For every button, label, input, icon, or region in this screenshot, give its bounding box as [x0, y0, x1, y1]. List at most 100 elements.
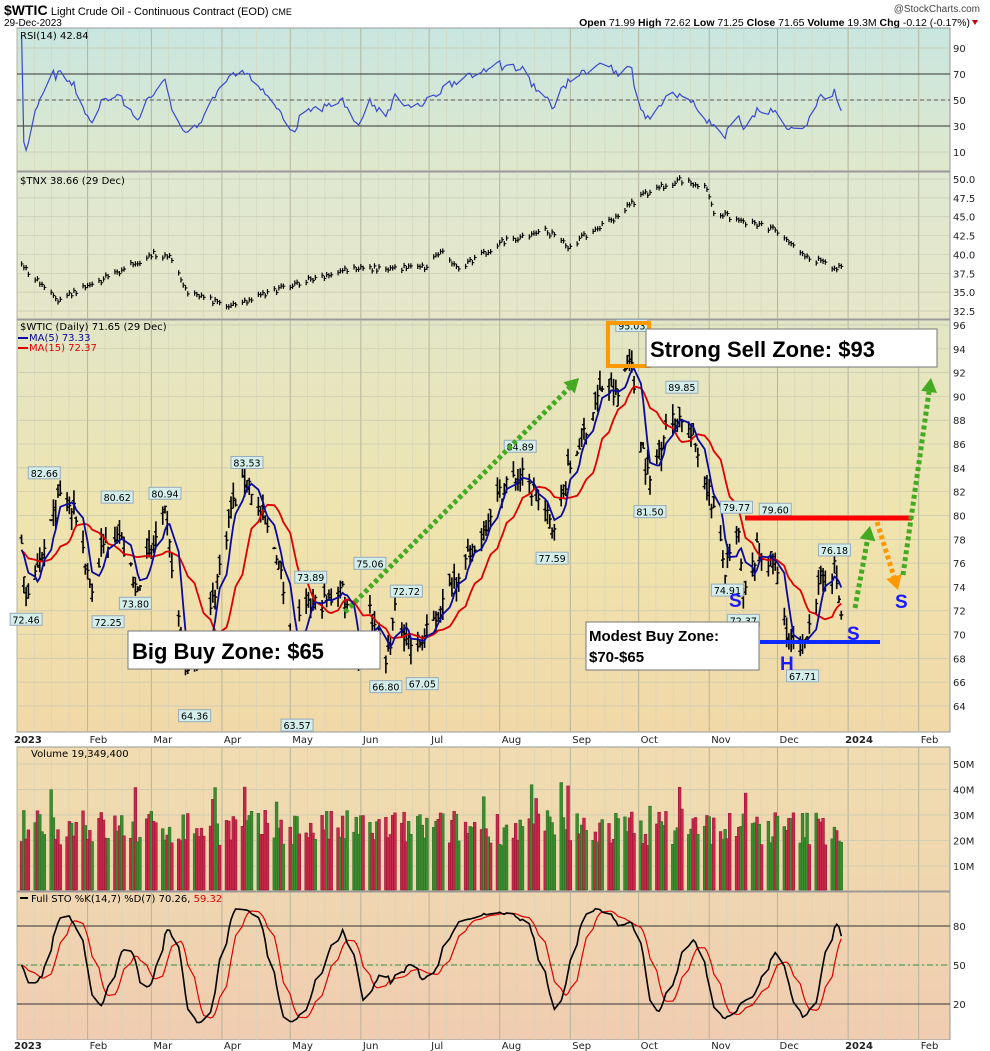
x-axis-tick-label: Sep: [572, 735, 591, 746]
price-label: 79.77: [723, 503, 750, 514]
price-label-box: [665, 380, 699, 394]
rsi-tick-label: 70: [953, 70, 966, 81]
price-chart: 72.46 82.66 72.25 80.62 73.80 80.94 64.36 83.53…: [9, 319, 851, 732]
rsi-chart: [17, 34, 950, 153]
volume-bar: [775, 815, 780, 891]
x-axis-tick-label: Feb: [921, 1041, 939, 1051]
x-axis-tick-label: May: [292, 735, 313, 746]
price-tick-label: 70: [953, 631, 966, 642]
volume-bar: [696, 834, 700, 891]
x-axis-tick-label: Aug: [502, 1041, 522, 1051]
instrument-name: Light Crude Oil - Continuous Contract (E…: [51, 6, 269, 18]
price-label: 80.94: [151, 489, 178, 500]
volume-bar: [133, 787, 138, 891]
x-axis-tick-label: Sep: [572, 1041, 591, 1051]
price-label: 72.72: [393, 587, 420, 598]
projected-pullback-arrow-head: [886, 574, 902, 590]
left-shoulder-label: S: [729, 591, 742, 612]
price-label-box: [100, 490, 134, 504]
x-axis-tick-label: 2023: [14, 1041, 42, 1051]
head-label: H: [780, 654, 794, 675]
watermark: @StockCharts.com: [894, 4, 980, 15]
price-label-box: [353, 556, 387, 570]
volume-bar: [233, 819, 238, 891]
rsi-tick-label: 30: [953, 122, 966, 133]
volume-bar: [297, 833, 301, 891]
x-axis-tick-label: Nov: [711, 1041, 731, 1051]
price-label: 83.53: [233, 458, 260, 469]
x-axis-tick-label: 2024: [845, 735, 873, 746]
x-axis-tick-label: Jul: [430, 735, 443, 746]
volume-tick-label: 50M: [953, 760, 974, 771]
tnx-chart: [20, 175, 844, 310]
sto-tick-label: 20: [953, 1000, 966, 1011]
price-label: 81.50: [636, 508, 663, 519]
x-axis-tick-label: Apr: [224, 735, 242, 746]
down-triangle-icon: [972, 20, 978, 25]
quote-summary: Open 71.99 High 72.62 Low 71.25 Close 71…: [579, 17, 970, 29]
tnx-tick-label: 37.5: [953, 269, 975, 280]
chart-date: 29-Dec-2023: [4, 18, 62, 29]
volume-tick-label: 20M: [953, 837, 974, 848]
volume-bar: [281, 843, 286, 891]
price-tick-label: 90: [953, 392, 966, 403]
x-axis-tick-label: May: [292, 1041, 313, 1051]
volume-bar: [377, 819, 381, 891]
volume-bar: [345, 810, 349, 891]
price-label-box: [9, 612, 43, 626]
price-label-box: [369, 680, 403, 694]
ma15-legend: MA(15) 72.37: [29, 343, 97, 354]
volume-bar: [823, 844, 827, 891]
volume-bar: [329, 810, 333, 891]
tnx-tick-label: 40.0: [953, 250, 975, 261]
volume-bar: [154, 822, 158, 891]
volume-bar: [26, 829, 31, 891]
price-label-box: [389, 584, 423, 598]
price-tick-label: 72: [953, 607, 966, 618]
price-label-box: [148, 486, 182, 500]
price-label-box: [786, 669, 820, 683]
volume-bar: [712, 817, 716, 891]
volume-tick-label: 10M: [953, 862, 974, 873]
chart-header: $WTIC Light Crude Oil - Continuous Contr…: [4, 2, 980, 29]
price-tick-label: 92: [953, 369, 966, 380]
sell-zone-label: Strong Sell Zone: $93: [650, 337, 875, 362]
price-label: 76.18: [821, 546, 848, 557]
modest-buy-zone-range: $70-$65: [589, 649, 644, 666]
volume-bar: [186, 813, 190, 891]
price-label: 77.59: [538, 554, 565, 565]
volume-bar: [536, 813, 541, 891]
x-axis-tick-label: 2023: [14, 735, 42, 746]
right-shoulder-label: S: [847, 624, 860, 645]
projected-pullback-arrow: [874, 521, 897, 578]
rsi-tick-label: 10: [953, 148, 966, 159]
tnx-tick-label: 32.5: [953, 307, 975, 318]
x-axis-tick-label: Apr: [224, 1041, 242, 1051]
volume-bar: [265, 823, 270, 891]
price-label: 82.66: [31, 469, 58, 480]
price-label: 89.85: [668, 383, 695, 394]
price-tick-label: 74: [953, 583, 966, 594]
volume-bar: [42, 834, 46, 891]
price-label: 72.46: [13, 615, 40, 626]
volume-bar: [759, 844, 764, 891]
volume-bar: [504, 824, 509, 891]
x-axis-tick-label: Oct: [641, 735, 658, 746]
projected-breakout-arrow: [900, 391, 932, 576]
volume-bar: [568, 840, 572, 891]
tnx-tick-label: 35.0: [953, 288, 975, 299]
price-label-box: [405, 677, 439, 691]
price-legend: $WTIC (Daily) 71.65 (29 Dec): [20, 322, 167, 333]
sto-tick-label: 50: [953, 961, 966, 972]
volume-bar: [457, 840, 461, 891]
x-axis-tick-label: Mar: [153, 735, 173, 746]
price-label-box: [27, 466, 61, 480]
rsi-line: [21, 34, 842, 153]
tnx-legend: $TNX 38.66 (29 Dec): [20, 176, 125, 187]
sto-legend: Full STO %K(14,7) %D(7) 70.26, 59.32: [31, 894, 222, 905]
symbol: $WTIC: [4, 2, 48, 18]
volume-bar: [680, 808, 684, 891]
price-label-box: [710, 583, 744, 597]
volume-bar: [409, 834, 413, 891]
